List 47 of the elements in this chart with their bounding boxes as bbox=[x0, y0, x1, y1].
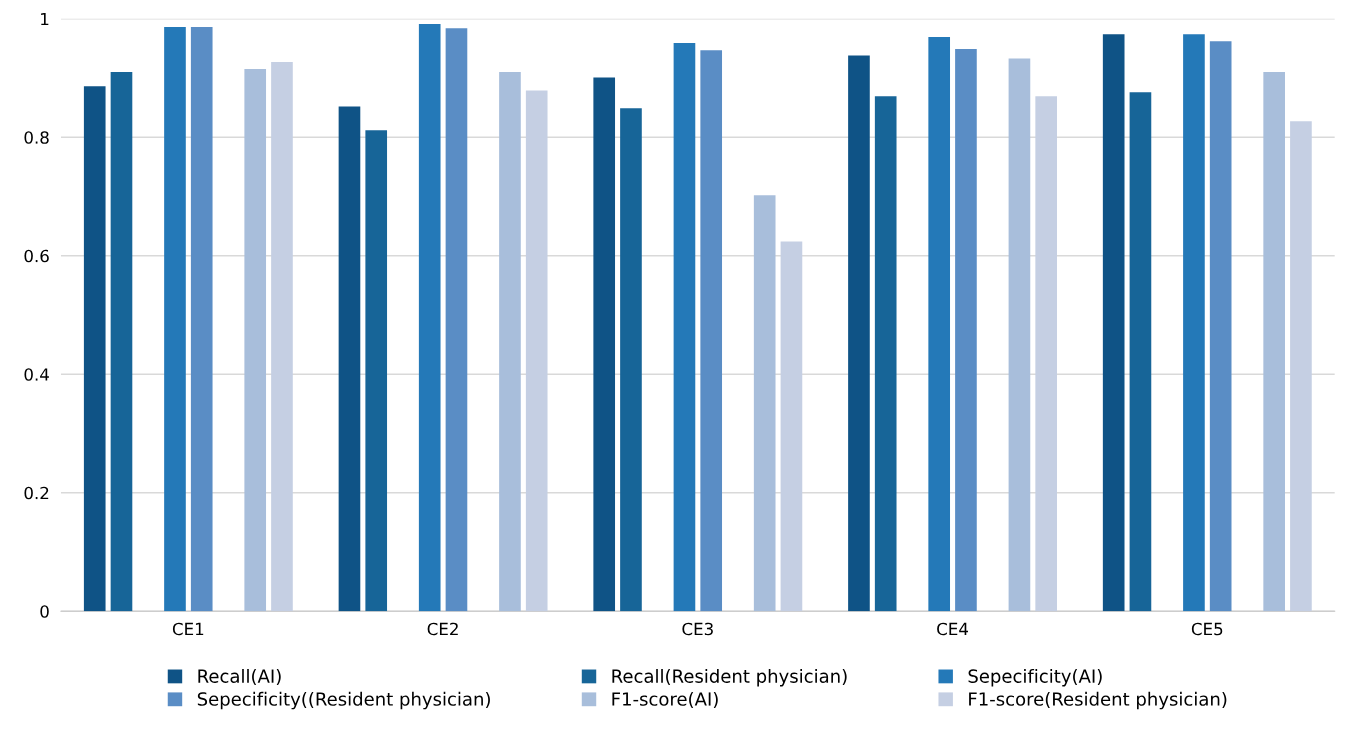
bar bbox=[620, 108, 642, 612]
legend-label: F1-score(Resident physician) bbox=[969, 691, 1227, 710]
bar bbox=[525, 90, 548, 612]
bar bbox=[244, 69, 267, 612]
x-tick-label: CE4 bbox=[937, 622, 969, 636]
bar bbox=[1263, 72, 1285, 612]
bar bbox=[753, 195, 776, 612]
bar bbox=[110, 72, 133, 612]
y-tick-label: 0.6 bbox=[24, 249, 49, 263]
bar bbox=[593, 77, 616, 612]
bar bbox=[499, 72, 521, 612]
y-tick-label: 0.4 bbox=[24, 368, 49, 381]
bar bbox=[700, 50, 723, 612]
bar bbox=[1129, 92, 1152, 612]
bar bbox=[271, 62, 293, 612]
bar bbox=[338, 106, 361, 612]
legend-label: Sepecificity(AI) bbox=[968, 668, 1102, 687]
bar bbox=[83, 86, 106, 612]
x-tick-label: CE1 bbox=[172, 622, 204, 636]
legend-label: Recall(Resident physician) bbox=[612, 668, 847, 687]
y-tick-label: 0.8 bbox=[24, 131, 49, 144]
bar bbox=[874, 96, 897, 612]
y-tick-label: 0 bbox=[40, 605, 49, 618]
y-tick-label: 1 bbox=[41, 12, 49, 26]
bar bbox=[1209, 41, 1232, 612]
legend-label: F1-score(AI) bbox=[612, 691, 718, 708]
y-tick-label: 0.2 bbox=[24, 486, 49, 500]
bar bbox=[1008, 58, 1031, 612]
bar bbox=[365, 130, 388, 612]
legend-label: Sepecificity((Resident physician) bbox=[197, 691, 490, 710]
bar bbox=[418, 24, 441, 612]
bar bbox=[164, 27, 186, 612]
bar bbox=[780, 241, 803, 612]
bar bbox=[848, 55, 870, 612]
bar bbox=[955, 48, 977, 612]
bar bbox=[1102, 34, 1125, 612]
bar bbox=[928, 37, 951, 612]
bar bbox=[190, 27, 213, 612]
bar bbox=[1290, 121, 1312, 612]
bar bbox=[1183, 34, 1205, 612]
x-tick-label: CE5 bbox=[1191, 622, 1223, 636]
bar bbox=[1035, 96, 1058, 612]
bar bbox=[445, 28, 468, 612]
x-tick-label: CE3 bbox=[682, 622, 713, 636]
x-tick-label: CE2 bbox=[427, 622, 458, 636]
legend-label: Recall(AI) bbox=[198, 668, 281, 686]
bar bbox=[673, 43, 696, 612]
